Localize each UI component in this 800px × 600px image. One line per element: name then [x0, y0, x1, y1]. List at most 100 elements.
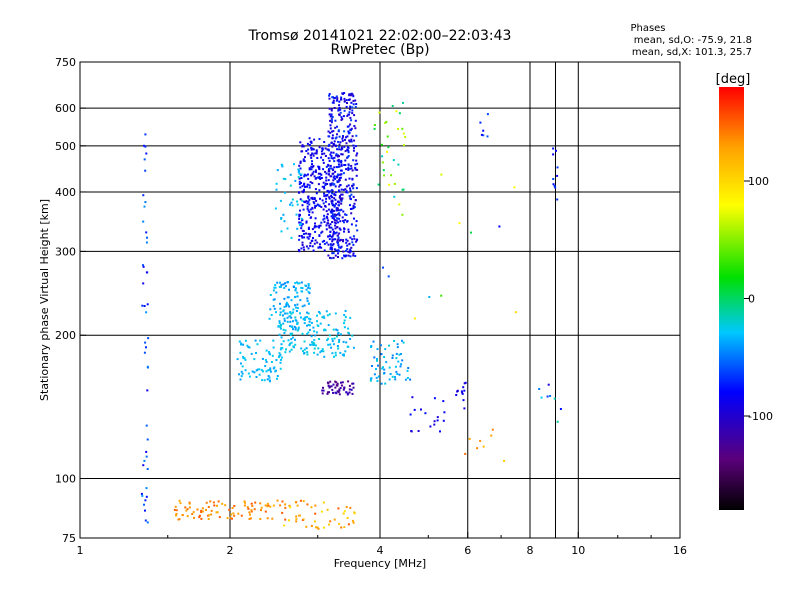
- data-point: [311, 182, 314, 185]
- data-point: [260, 506, 263, 509]
- data-point: [312, 237, 314, 239]
- data-point: [335, 209, 338, 212]
- data-point: [402, 132, 405, 135]
- data-point: [318, 311, 321, 313]
- data-point: [356, 238, 359, 241]
- data-point: [354, 168, 357, 171]
- data-point: [221, 502, 224, 505]
- data-point: [228, 508, 231, 511]
- data-point: [284, 503, 287, 506]
- data-point: [334, 191, 337, 194]
- data-point: [247, 372, 250, 375]
- data-point: [332, 256, 335, 259]
- data-point: [338, 114, 341, 117]
- data-point: [538, 388, 541, 390]
- data-point: [337, 166, 340, 168]
- data-point: [381, 161, 384, 164]
- data-point: [352, 95, 355, 98]
- data-point: [338, 217, 340, 220]
- data-point: [339, 228, 342, 231]
- data-point: [147, 337, 150, 340]
- data-point: [409, 413, 412, 416]
- data-point: [346, 156, 349, 159]
- data-point: [327, 208, 330, 211]
- data-point: [299, 214, 301, 216]
- colorbar-tick-label: 100: [748, 175, 769, 188]
- data-point: [324, 194, 327, 197]
- data-point: [242, 343, 245, 346]
- data-point: [332, 232, 335, 235]
- data-point: [243, 504, 246, 507]
- data-point: [238, 373, 240, 376]
- data-point: [298, 170, 300, 172]
- y-axis-ticks: 75 100 200 300 400 500 600 750: [55, 56, 86, 545]
- data-point: [325, 179, 328, 182]
- data-point: [352, 195, 355, 198]
- data-point: [283, 524, 286, 527]
- data-point: [327, 235, 330, 238]
- data-point: [320, 206, 323, 208]
- data-point: [294, 287, 297, 290]
- data-point: [347, 392, 350, 395]
- data-point: [301, 144, 304, 147]
- data-point: [343, 254, 345, 257]
- data-point: [335, 95, 338, 98]
- data-point: [332, 101, 335, 104]
- data-point: [330, 157, 333, 160]
- data-point: [342, 115, 345, 118]
- data-point: [300, 217, 303, 220]
- data-point: [387, 275, 390, 278]
- data-point: [302, 350, 304, 353]
- data-point: [281, 347, 284, 350]
- data-point: [388, 344, 391, 347]
- data-point: [267, 375, 270, 377]
- data-point: [345, 136, 347, 139]
- data-point: [144, 499, 147, 502]
- data-point: [295, 306, 298, 309]
- data-point: [316, 320, 318, 323]
- data-point: [212, 501, 215, 504]
- data-point: [316, 157, 319, 159]
- data-point: [248, 346, 251, 349]
- data-point: [338, 250, 340, 253]
- data-point: [329, 115, 332, 118]
- data-point: [272, 289, 275, 292]
- data-point: [311, 166, 314, 169]
- data-point: [251, 505, 254, 507]
- data-point: [299, 221, 302, 224]
- data-point: [340, 526, 343, 529]
- data-point: [340, 188, 343, 191]
- data-point: [285, 348, 287, 351]
- data-point: [458, 222, 461, 225]
- data-point: [313, 202, 316, 205]
- data-point: [334, 312, 337, 315]
- data-point: [306, 297, 309, 300]
- data-point: [145, 455, 148, 458]
- data-point: [314, 334, 317, 337]
- data-point: [324, 147, 327, 150]
- data-point: [330, 226, 333, 229]
- data-point: [145, 450, 148, 453]
- data-point: [283, 305, 286, 308]
- data-point: [338, 177, 341, 179]
- data-point: [345, 249, 347, 252]
- data-point: [329, 131, 332, 134]
- data-point: [332, 214, 335, 217]
- data-point: [332, 210, 335, 212]
- data-point: [556, 166, 559, 169]
- data-point: [336, 176, 339, 179]
- data-point: [340, 163, 343, 166]
- data-point: [306, 353, 309, 356]
- data-point: [398, 112, 401, 115]
- data-point: [335, 231, 338, 234]
- data-point: [323, 214, 326, 217]
- data-point: [352, 159, 355, 162]
- data-point: [332, 143, 335, 145]
- data-point: [306, 300, 309, 302]
- data-point: [317, 246, 320, 249]
- data-point: [251, 370, 254, 373]
- data-point: [242, 357, 245, 360]
- data-point: [337, 129, 340, 132]
- data-point: [296, 321, 299, 324]
- data-point: [353, 206, 356, 209]
